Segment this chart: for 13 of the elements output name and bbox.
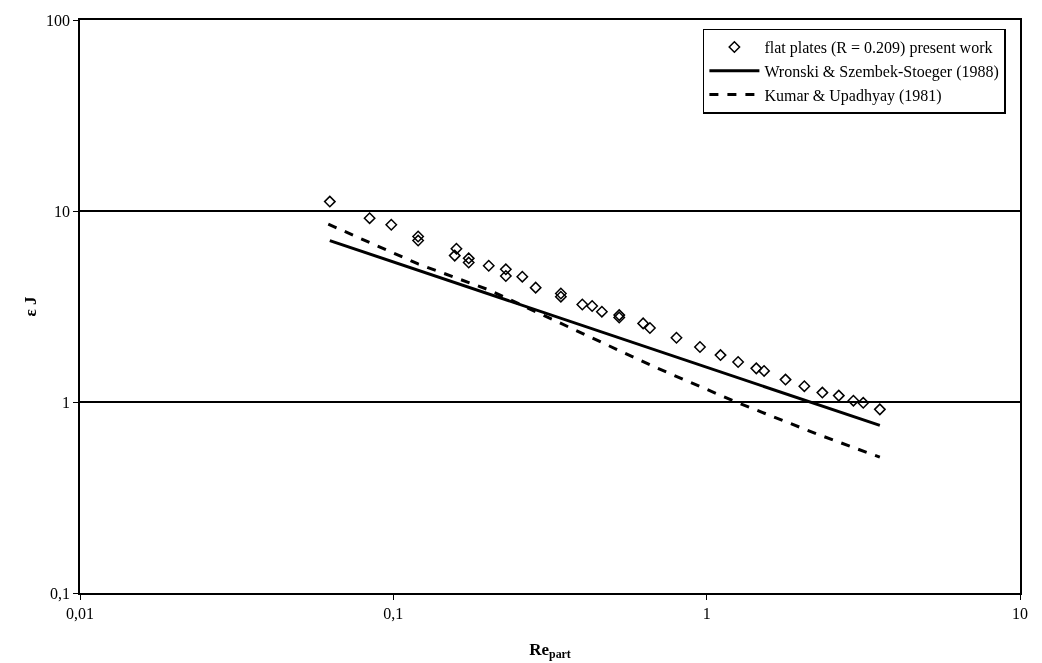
legend-label: Kumar & Upadhyay (1981) bbox=[764, 86, 942, 105]
x-tick-label: 0,1 bbox=[383, 604, 404, 622]
y-tick-label: 0,1 bbox=[50, 584, 71, 602]
x-tick-label: 0,01 bbox=[66, 604, 94, 622]
legend-label: flat plates (R = 0.209) present work bbox=[764, 39, 993, 58]
legend-label: Wronski & Szembek-Stoeger (1988) bbox=[764, 63, 999, 82]
y-tick-label: 1 bbox=[62, 393, 71, 411]
y-axis-title: ε J bbox=[20, 295, 40, 317]
y-tick-label: 10 bbox=[54, 202, 71, 220]
y-tick-label: 100 bbox=[46, 11, 71, 29]
x-tick-label: 10 bbox=[1012, 604, 1028, 622]
x-axis-title: Re$_{part}$ bbox=[529, 639, 571, 662]
x-tick-label: 1 bbox=[702, 604, 711, 622]
